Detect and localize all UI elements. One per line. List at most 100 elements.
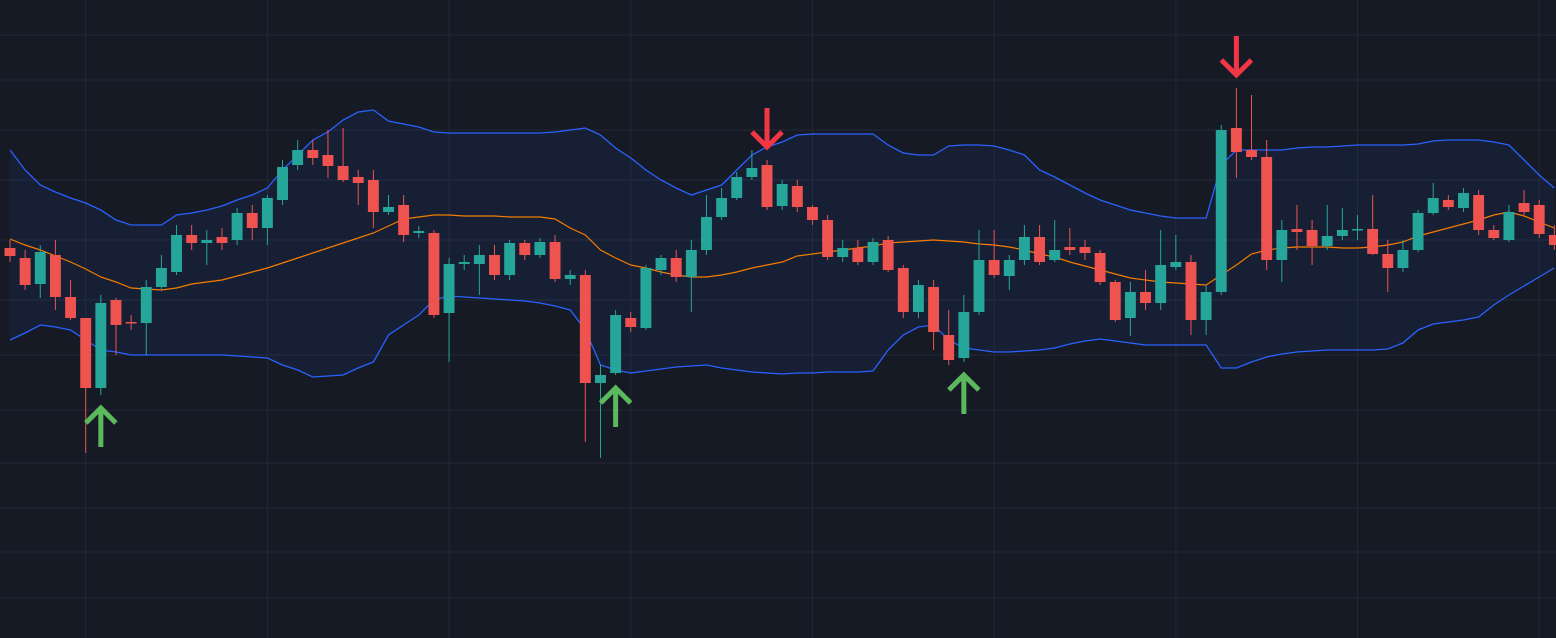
- sell-arrow: [1219, 36, 1254, 79]
- upper-band: [9, 109, 1555, 226]
- candle-body: [1367, 229, 1379, 254]
- candle-body: [897, 268, 909, 312]
- candle-body: [322, 155, 334, 166]
- buy-arrow: [598, 384, 633, 427]
- candle-body: [155, 268, 167, 287]
- candle-body: [731, 177, 743, 198]
- lower-band: [9, 267, 1555, 378]
- candle-body: [1276, 230, 1288, 260]
- candle-body: [1185, 262, 1197, 320]
- candle-body: [125, 322, 137, 324]
- candle-body: [549, 242, 561, 279]
- candle-body: [943, 335, 955, 360]
- candle-body: [216, 237, 228, 243]
- buy-arrow: [947, 371, 981, 414]
- candle-body: [95, 303, 107, 388]
- candle-body: [852, 248, 864, 262]
- candle-body: [443, 264, 455, 313]
- buy-arrow: [84, 404, 118, 447]
- candle-body: [458, 262, 470, 264]
- candle-body: [140, 287, 152, 323]
- candle-body: [867, 242, 879, 262]
- candle-body: [746, 168, 758, 177]
- candle-body: [1034, 237, 1046, 262]
- candle-body: [670, 258, 682, 277]
- candle-body: [473, 255, 485, 264]
- candle-body: [383, 207, 394, 212]
- candle-body: [1442, 200, 1454, 207]
- candle-body: [34, 252, 46, 284]
- candle-body: [1064, 247, 1076, 250]
- candle-body: [882, 240, 894, 270]
- candle-body: [1049, 250, 1061, 260]
- candle-body: [1170, 262, 1182, 267]
- candle-body: [231, 213, 243, 240]
- candle-body: [504, 243, 516, 275]
- candle-body: [595, 375, 606, 383]
- candle-body: [1336, 230, 1348, 236]
- sell-arrow: [750, 108, 784, 151]
- candle-body: [428, 233, 440, 315]
- candle-body: [337, 166, 349, 180]
- candle-body: [716, 198, 728, 217]
- candle-body: [110, 300, 122, 325]
- candle-body: [1548, 235, 1556, 245]
- band-fill: [10, 110, 1555, 377]
- candle-body: [519, 243, 531, 255]
- candle-body: [4, 248, 16, 256]
- candle-body: [292, 150, 304, 165]
- candle-body: [413, 231, 425, 233]
- candle-body: [973, 260, 985, 312]
- candle-body: [398, 205, 410, 235]
- candle-body: [701, 217, 712, 250]
- candle-body: [1230, 128, 1242, 152]
- candle-body: [65, 297, 77, 318]
- candle-body: [1079, 247, 1091, 253]
- candle-body: [352, 177, 364, 183]
- candle-body: [655, 258, 667, 270]
- candle-body: [837, 248, 849, 257]
- candle-body: [806, 207, 818, 220]
- candle-body: [685, 250, 697, 277]
- candle-body: [1140, 292, 1151, 303]
- candle-body: [1003, 260, 1015, 276]
- candle-body: [958, 312, 970, 358]
- candle-body: [1215, 130, 1227, 292]
- candle-body: [1200, 292, 1212, 320]
- candle-body: [277, 167, 288, 200]
- candle-body: [1518, 203, 1530, 212]
- candle-body: [1155, 265, 1167, 303]
- candle-body: [307, 150, 319, 158]
- candle-body: [1261, 157, 1273, 260]
- candle-body: [80, 318, 92, 388]
- candle-body: [761, 165, 773, 207]
- candle-body: [246, 213, 258, 228]
- candle-body: [201, 240, 213, 243]
- candle-body: [1124, 292, 1136, 318]
- candle-body: [1533, 205, 1545, 234]
- candle-body: [1321, 236, 1333, 246]
- candle-body: [640, 268, 652, 328]
- candle-body: [1488, 230, 1500, 238]
- candle-body: [534, 242, 546, 255]
- candle-body: [1352, 229, 1363, 231]
- candle-body: [564, 275, 576, 279]
- candle-body: [988, 260, 1000, 275]
- candle-body: [791, 186, 803, 207]
- candle-body: [1412, 213, 1424, 250]
- candle-body: [186, 235, 198, 243]
- candle-body: [1018, 237, 1030, 260]
- candle-body: [912, 285, 924, 312]
- candle-body: [171, 235, 182, 272]
- candle-body: [1109, 282, 1121, 320]
- candle-body: [489, 255, 500, 275]
- candle-body: [1246, 150, 1257, 157]
- candle-body: [1382, 254, 1394, 268]
- candle-body: [610, 315, 622, 373]
- candle-body: [1503, 212, 1515, 240]
- candle-body: [928, 287, 940, 332]
- candle-body: [367, 180, 379, 212]
